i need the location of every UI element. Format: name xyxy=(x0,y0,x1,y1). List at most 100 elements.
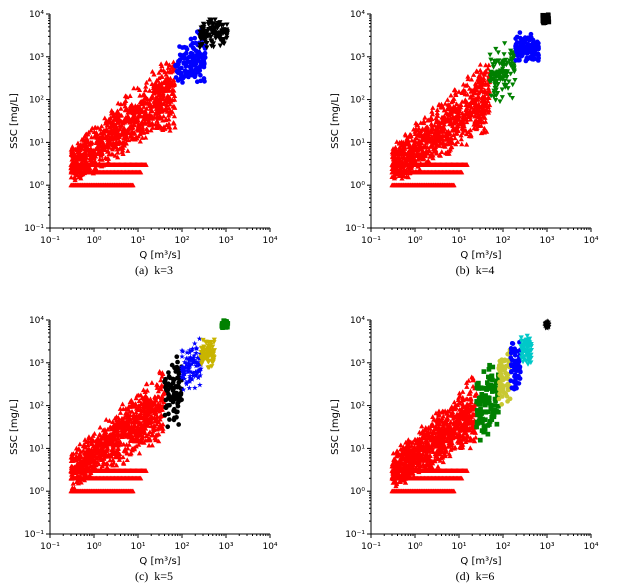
data-point xyxy=(478,109,484,115)
data-point xyxy=(499,59,506,64)
data-point xyxy=(160,428,166,434)
data-point xyxy=(100,427,106,433)
data-point xyxy=(126,442,132,447)
data-point xyxy=(459,89,465,94)
data-point xyxy=(190,56,196,61)
data-point xyxy=(451,182,457,188)
data-point xyxy=(209,360,215,365)
data-point xyxy=(179,363,186,370)
data-point xyxy=(436,143,442,148)
data-point xyxy=(159,373,165,379)
data-point xyxy=(106,451,112,457)
y-tick-label: 10³ xyxy=(29,359,44,369)
data-point xyxy=(171,97,178,102)
data-point xyxy=(197,52,203,58)
data-point xyxy=(142,99,148,105)
data-point xyxy=(422,114,428,120)
data-point xyxy=(440,459,446,465)
data-point xyxy=(115,129,121,135)
data-point xyxy=(83,141,89,147)
data-point xyxy=(82,443,88,449)
data-point xyxy=(211,337,217,343)
data-point xyxy=(493,87,499,93)
data-point xyxy=(125,113,131,119)
data-point xyxy=(143,426,149,431)
data-point xyxy=(77,149,83,155)
data-point xyxy=(186,347,193,353)
data-point xyxy=(450,126,457,132)
data-point xyxy=(93,459,99,465)
data-point xyxy=(142,114,149,119)
data-point xyxy=(96,143,103,149)
data-point xyxy=(481,125,488,131)
data-point xyxy=(540,12,546,18)
data-point xyxy=(115,100,121,106)
data-point xyxy=(535,51,541,57)
data-point xyxy=(197,68,203,73)
data-point xyxy=(477,74,484,79)
data-point xyxy=(75,155,81,161)
data-point xyxy=(115,427,121,433)
data-point xyxy=(87,447,93,452)
data-point xyxy=(202,50,208,56)
data-point xyxy=(205,352,211,358)
data-point xyxy=(143,79,150,85)
data-point xyxy=(154,100,160,106)
data-point xyxy=(69,146,75,151)
data-point xyxy=(170,78,176,83)
data-point xyxy=(493,71,499,77)
data-point xyxy=(154,426,160,432)
data-point xyxy=(403,158,409,163)
data-point xyxy=(458,136,464,142)
data-point xyxy=(481,81,487,87)
data-point xyxy=(106,418,113,423)
x-tick-label: 10⁴ xyxy=(262,542,277,552)
data-point xyxy=(187,361,193,367)
data-point xyxy=(478,130,485,136)
x-tick-label: 10⁰ xyxy=(407,236,422,246)
data-point xyxy=(396,173,402,179)
data-point xyxy=(543,15,549,20)
data-point xyxy=(522,35,528,40)
data-point xyxy=(127,430,134,436)
data-point xyxy=(190,355,197,361)
data-point xyxy=(191,340,198,346)
x-tick-label: 10¹ xyxy=(130,236,145,246)
data-point xyxy=(193,359,199,366)
data-point xyxy=(158,413,164,419)
data-point xyxy=(167,96,173,102)
data-point xyxy=(189,376,195,382)
data-point xyxy=(96,137,102,143)
data-point xyxy=(491,94,497,100)
data-point xyxy=(108,438,114,443)
data-point xyxy=(201,76,207,81)
data-point xyxy=(497,99,503,105)
data-point xyxy=(441,119,447,124)
data-point xyxy=(452,135,458,141)
data-point xyxy=(176,396,181,402)
data-point xyxy=(200,21,206,27)
data-point xyxy=(89,125,95,131)
data-point xyxy=(170,90,176,95)
data-point xyxy=(478,116,484,121)
data-point xyxy=(156,75,162,81)
data-point xyxy=(173,62,178,68)
data-point xyxy=(136,398,142,403)
data-point xyxy=(409,148,415,154)
data-point xyxy=(144,381,150,387)
data-point xyxy=(452,87,458,92)
data-point xyxy=(185,362,192,369)
data-point xyxy=(171,113,178,119)
data-point xyxy=(154,115,160,120)
data-point xyxy=(185,369,192,375)
data-point xyxy=(456,103,462,108)
data-point xyxy=(88,437,95,442)
data-point xyxy=(116,457,122,462)
data-point xyxy=(450,108,456,114)
data-point xyxy=(431,132,437,138)
x-axis-title: Q [m³/s] xyxy=(460,250,501,261)
data-point xyxy=(96,461,102,467)
data-point xyxy=(190,69,196,74)
data-point xyxy=(88,134,95,140)
data-point xyxy=(459,141,465,147)
